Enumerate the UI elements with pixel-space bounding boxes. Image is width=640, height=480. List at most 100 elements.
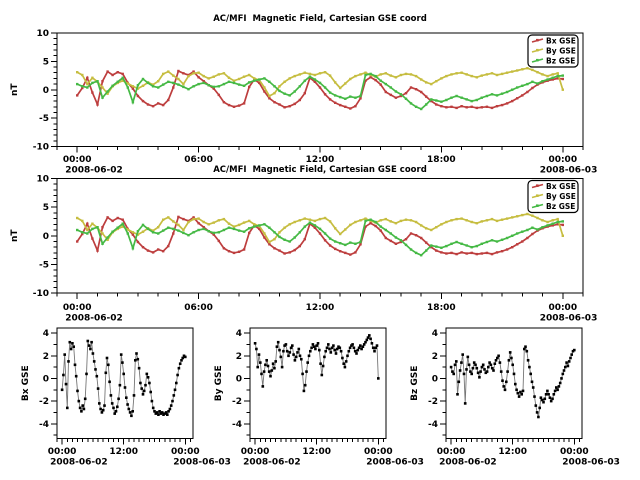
- marker: [420, 107, 423, 111]
- marker: [131, 87, 135, 90]
- marker: [543, 397, 547, 401]
- marker: [242, 248, 246, 251]
- marker: [425, 81, 428, 84]
- marker: [237, 104, 241, 107]
- marker: [507, 359, 511, 362]
- marker: [222, 247, 226, 250]
- marker: [480, 106, 483, 109]
- marker: [182, 82, 185, 86]
- marker: [293, 236, 296, 239]
- marker: [561, 220, 564, 223]
- marker: [262, 370, 266, 373]
- marker: [495, 73, 499, 77]
- marker: [111, 84, 114, 87]
- marker: [549, 399, 553, 403]
- marker: [151, 251, 155, 254]
- marker: [99, 407, 102, 411]
- marker: [511, 363, 514, 367]
- marker: [430, 98, 433, 101]
- marker: [101, 242, 104, 245]
- marker: [524, 345, 527, 348]
- legend-label: Bx GSE: [546, 182, 576, 191]
- marker: [142, 389, 146, 393]
- marker: [248, 85, 251, 89]
- marker: [531, 232, 534, 236]
- marker: [546, 220, 549, 224]
- marker: [169, 404, 173, 407]
- marker: [480, 242, 483, 245]
- marker: [175, 381, 178, 385]
- marker: [292, 353, 295, 356]
- marker: [273, 366, 276, 370]
- marker: [377, 377, 380, 380]
- marker: [394, 76, 398, 79]
- marker: [111, 230, 114, 233]
- marker: [202, 80, 205, 83]
- marker: [551, 76, 554, 79]
- marker: [72, 345, 75, 348]
- marker: [440, 223, 443, 226]
- marker: [475, 98, 478, 102]
- marker: [207, 84, 210, 87]
- marker: [455, 217, 458, 221]
- marker: [89, 347, 92, 351]
- marker: [91, 222, 94, 225]
- marker: [420, 78, 423, 81]
- marker: [212, 231, 215, 235]
- marker: [278, 249, 281, 252]
- marker: [364, 79, 367, 82]
- marker: [263, 86, 266, 89]
- marker: [516, 391, 520, 395]
- marker: [81, 73, 84, 77]
- marker: [531, 226, 534, 229]
- marker: [207, 77, 210, 80]
- marker: [136, 240, 140, 244]
- marker: [374, 74, 377, 78]
- marker: [490, 252, 494, 256]
- marker: [101, 232, 104, 235]
- marker: [327, 343, 330, 346]
- series-markers-bx-gse: [76, 69, 564, 110]
- x-tick-label: 00:00: [241, 447, 270, 457]
- marker: [285, 349, 289, 353]
- marker: [131, 410, 134, 413]
- y-tick-label: -2: [232, 397, 242, 407]
- marker: [162, 72, 165, 76]
- marker: [121, 225, 124, 228]
- y-tick-label: 0: [43, 374, 49, 384]
- marker: [499, 370, 503, 373]
- x-date-label: 2008-06-03: [540, 314, 598, 324]
- legend-label: By GSE: [546, 192, 576, 201]
- marker: [349, 77, 352, 81]
- marker: [283, 80, 286, 83]
- marker: [359, 94, 362, 98]
- marker: [511, 99, 514, 103]
- marker: [521, 389, 525, 393]
- marker: [212, 75, 215, 78]
- marker: [374, 78, 377, 82]
- marker: [197, 222, 200, 225]
- marker: [485, 251, 489, 255]
- marker: [146, 249, 150, 252]
- panel-title: AC/MFI Magnetic Field, Cartesian GSE coo…: [213, 14, 427, 24]
- marker: [525, 349, 529, 353]
- marker: [222, 82, 226, 86]
- marker: [354, 96, 357, 99]
- marker: [273, 231, 276, 234]
- marker: [455, 94, 458, 98]
- marker: [121, 222, 124, 225]
- marker: [552, 393, 556, 396]
- marker: [76, 216, 79, 220]
- marker: [227, 76, 231, 79]
- marker: [339, 86, 342, 90]
- marker: [131, 85, 135, 88]
- marker: [547, 393, 550, 396]
- marker: [268, 226, 271, 229]
- marker: [323, 71, 327, 74]
- marker: [121, 79, 124, 82]
- marker: [455, 360, 458, 363]
- marker: [306, 361, 309, 364]
- marker: [369, 72, 372, 76]
- marker: [263, 223, 266, 226]
- marker: [344, 228, 347, 231]
